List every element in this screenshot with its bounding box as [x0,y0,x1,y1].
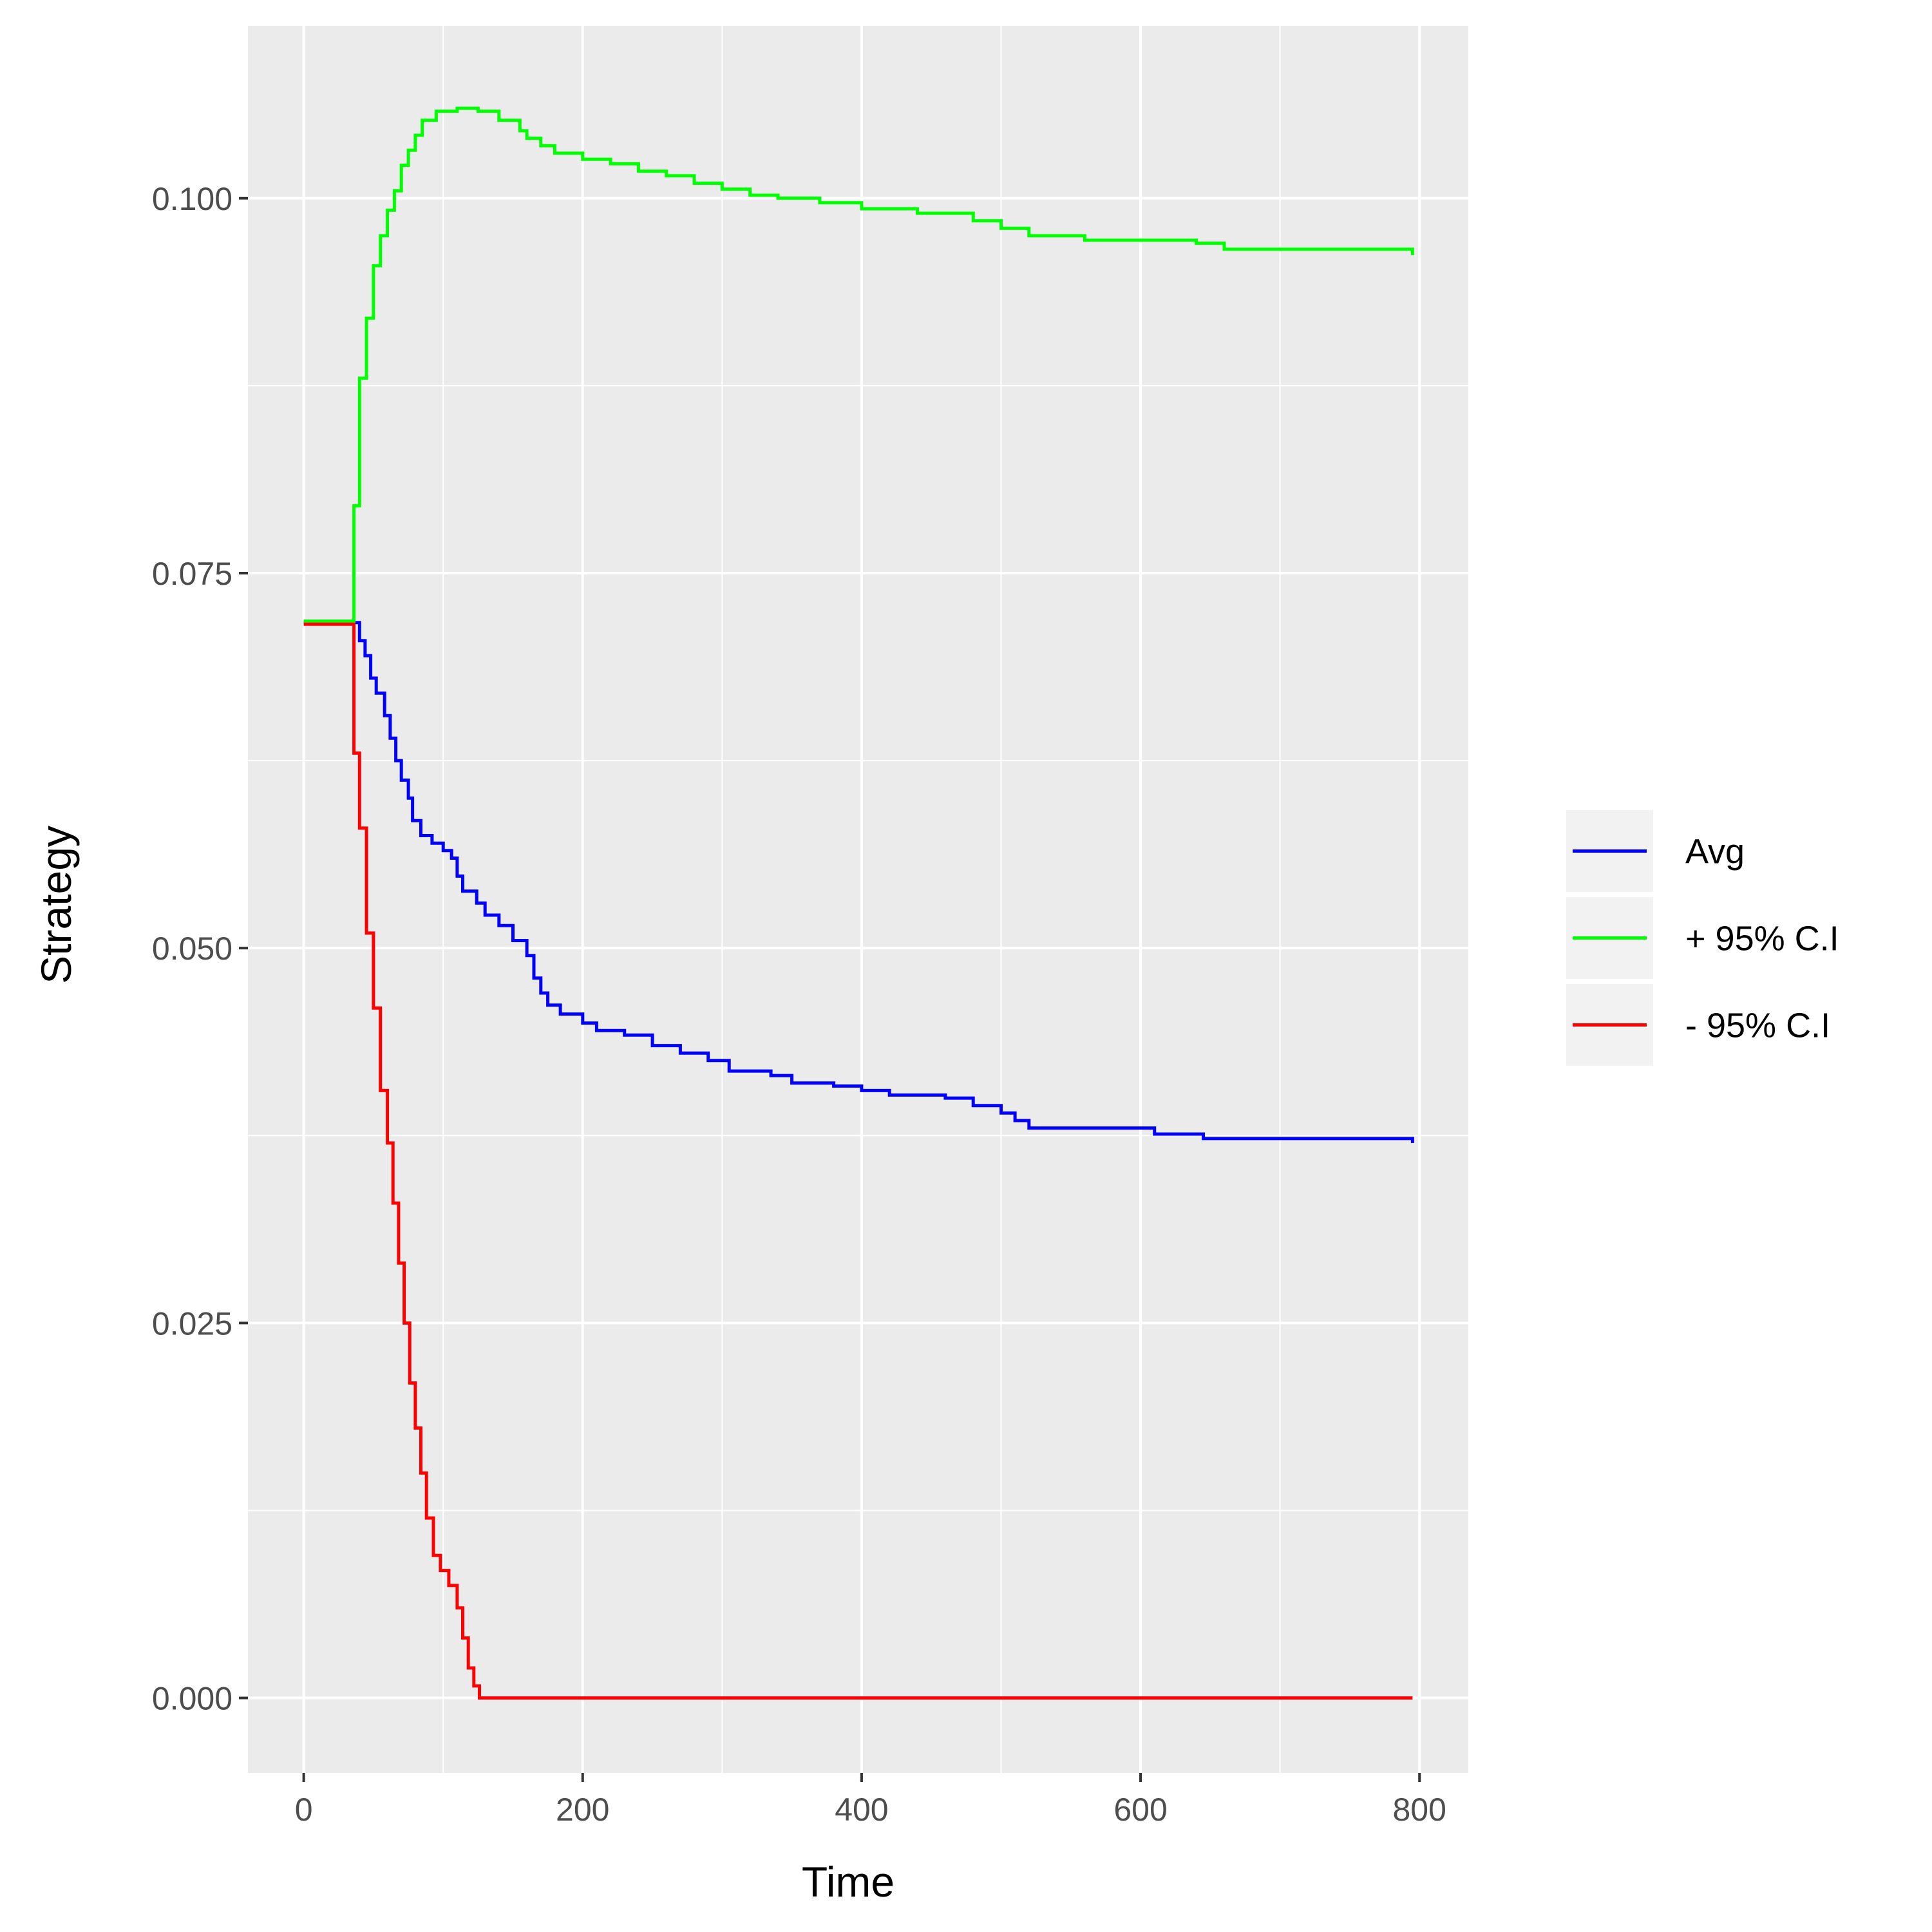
y-tick-label: 0.100 [152,181,232,217]
x-axis-title: Time [802,1858,895,1906]
y-tick-label: 0.025 [152,1305,232,1341]
y-tick-label: 0.075 [152,556,232,592]
x-tick-label: 800 [1392,1792,1446,1828]
legend: Avg + 95% C.I - 95% C.I [1566,810,1839,1066]
x-tick-label: 0 [295,1792,313,1828]
series-line-0 [303,621,1414,1143]
legend-label: - 95% C.I [1685,1007,1830,1045]
legend-label: Avg [1685,833,1745,871]
series-lines [303,106,1414,1700]
plot-panel [248,26,1468,1773]
y-tick-label: 0.050 [152,931,232,967]
x-tick-label: 400 [835,1792,888,1828]
x-axis: 0 200 400 600 800 [295,1773,1446,1828]
series-line-2 [303,622,1413,1700]
minor-gridlines [248,26,1468,1773]
y-axis: 0.000 0.025 0.050 0.075 0.100 [152,181,248,1717]
legend-label: + 95% C.I [1685,920,1839,958]
series-line-1 [303,106,1414,623]
x-tick-label: 200 [556,1792,609,1828]
y-axis-title: Strategy [32,826,80,984]
x-tick-label: 600 [1113,1792,1167,1828]
y-tick-label: 0.000 [152,1681,232,1717]
